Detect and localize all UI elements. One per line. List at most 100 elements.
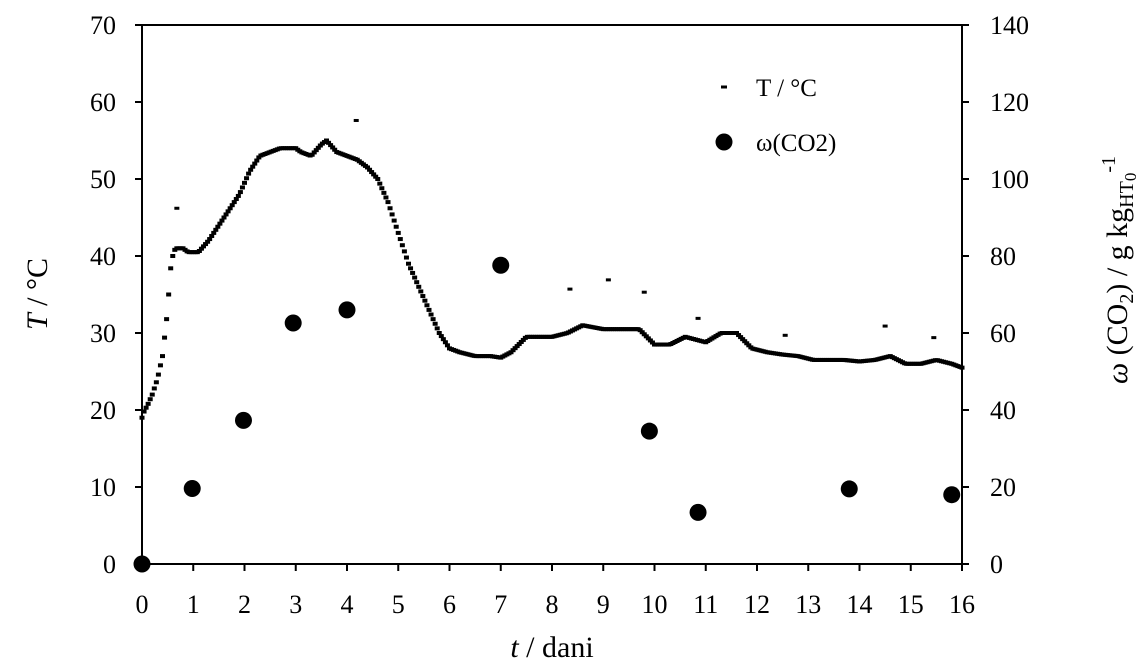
temperature-point bbox=[508, 350, 514, 355]
temperature-point bbox=[168, 266, 174, 271]
temperature-point bbox=[332, 147, 338, 152]
legend: T / °C ω(CO2) bbox=[715, 75, 836, 157]
temperature-point bbox=[637, 328, 643, 333]
temperature-point bbox=[315, 145, 321, 150]
temperature-point bbox=[160, 354, 165, 359]
temperature-point bbox=[211, 230, 217, 235]
x-tick-label: 14 bbox=[847, 590, 873, 619]
temperature-point bbox=[166, 292, 172, 297]
temperature-point bbox=[387, 206, 393, 211]
temperature-point bbox=[645, 336, 651, 341]
y-left-tick-label: 0 bbox=[103, 550, 116, 579]
legend-circle-marker bbox=[715, 133, 733, 151]
temperature-point bbox=[215, 224, 221, 229]
x-axis-title: t / dani bbox=[510, 631, 593, 664]
temperature-point bbox=[324, 138, 329, 143]
x-tick-label: 13 bbox=[795, 590, 821, 619]
x-tick-label: 11 bbox=[693, 590, 718, 619]
legend-label-temperature: T / °C bbox=[756, 75, 817, 102]
temperature-point bbox=[326, 140, 332, 145]
x-axis: 0 1 2 3 4 5 6 7 8 9 10 11 12 13 14 15 16 bbox=[136, 564, 975, 619]
temperature-point bbox=[225, 209, 231, 214]
y-right-tick-label: 80 bbox=[990, 242, 1016, 271]
temperature-point bbox=[143, 405, 149, 410]
temperature-point bbox=[369, 170, 375, 175]
temperature-point bbox=[201, 244, 206, 249]
x-tick-label: 15 bbox=[898, 590, 924, 619]
temperature-point bbox=[434, 326, 440, 331]
temperature-point bbox=[639, 330, 645, 335]
temperature-point bbox=[196, 248, 202, 253]
temperature-point bbox=[149, 392, 155, 397]
temperature-point bbox=[959, 365, 965, 370]
y-left-tick-label: 20 bbox=[90, 396, 116, 425]
temperature-point bbox=[406, 261, 411, 266]
temperature-point bbox=[414, 280, 420, 285]
temperature-point bbox=[254, 158, 260, 163]
temperature-point bbox=[605, 278, 611, 282]
temperature-point bbox=[695, 316, 701, 320]
temperature-point bbox=[782, 333, 788, 337]
temperature-point bbox=[141, 409, 147, 414]
temperature-point bbox=[205, 239, 211, 244]
temperature-point bbox=[520, 337, 526, 342]
temperature-point bbox=[170, 254, 176, 258]
temperature-point bbox=[383, 195, 389, 200]
co2-point bbox=[183, 480, 201, 498]
temperature-point bbox=[401, 249, 407, 254]
temperature-point bbox=[738, 335, 744, 340]
temperature-point bbox=[203, 242, 209, 247]
temperature-point bbox=[239, 185, 245, 190]
temperature-point bbox=[442, 340, 448, 345]
temperature-point bbox=[512, 346, 518, 351]
x-tick-label: 6 bbox=[443, 590, 456, 619]
temperature-point bbox=[420, 294, 426, 299]
temperature-point bbox=[309, 152, 315, 157]
co2-point bbox=[338, 301, 356, 319]
temperature-point bbox=[516, 342, 522, 347]
temperature-point bbox=[233, 197, 239, 202]
x-tick-label: 12 bbox=[744, 590, 770, 619]
y-left-tick-label: 70 bbox=[90, 11, 116, 40]
temperature-point bbox=[328, 143, 334, 148]
temperature-point bbox=[391, 218, 397, 223]
y-right-tick-label: 20 bbox=[990, 473, 1016, 502]
temperature-point bbox=[643, 334, 649, 339]
temperature-point bbox=[518, 339, 524, 344]
temperature-point bbox=[381, 190, 387, 195]
temperature-point bbox=[157, 363, 163, 368]
co2-point bbox=[689, 503, 707, 521]
temperature-point bbox=[147, 397, 153, 402]
temperature-point bbox=[373, 174, 379, 179]
temperature-point bbox=[229, 203, 235, 208]
temperature-point bbox=[164, 317, 170, 322]
temperature-point bbox=[139, 415, 145, 420]
temperature-point bbox=[436, 331, 442, 335]
legend-label-co2: ω(CO2) bbox=[756, 130, 836, 157]
y-right-tick-label: 140 bbox=[990, 11, 1029, 40]
temperature-point bbox=[428, 312, 434, 317]
temperature-point bbox=[242, 180, 247, 185]
temperature-point bbox=[746, 343, 752, 348]
temperature-point bbox=[399, 243, 405, 248]
temperature-point bbox=[367, 167, 373, 172]
x-tick-label: 7 bbox=[494, 590, 507, 619]
temperature-point bbox=[742, 339, 748, 344]
temperature-point bbox=[410, 270, 416, 275]
temperature-point bbox=[219, 218, 225, 223]
temperature-point bbox=[213, 227, 219, 232]
legend-dash-marker bbox=[721, 85, 727, 89]
temperature-point bbox=[227, 206, 233, 211]
co2-series bbox=[133, 256, 961, 573]
temperature-point bbox=[389, 212, 395, 217]
temperature-point bbox=[408, 266, 414, 271]
temperature-point bbox=[438, 334, 444, 339]
temperature-point bbox=[221, 215, 227, 220]
temperature-point bbox=[250, 164, 256, 169]
temperature-point bbox=[207, 237, 213, 242]
temperature-point bbox=[412, 275, 418, 280]
left-axis: 0 10 20 30 40 50 60 70 bbox=[90, 11, 142, 579]
y-right-tick-label: 0 bbox=[990, 550, 1003, 579]
temperature-point bbox=[424, 303, 430, 308]
y-right-axis-title: ω (CO2) / g kgHT0-1 bbox=[1098, 156, 1140, 384]
